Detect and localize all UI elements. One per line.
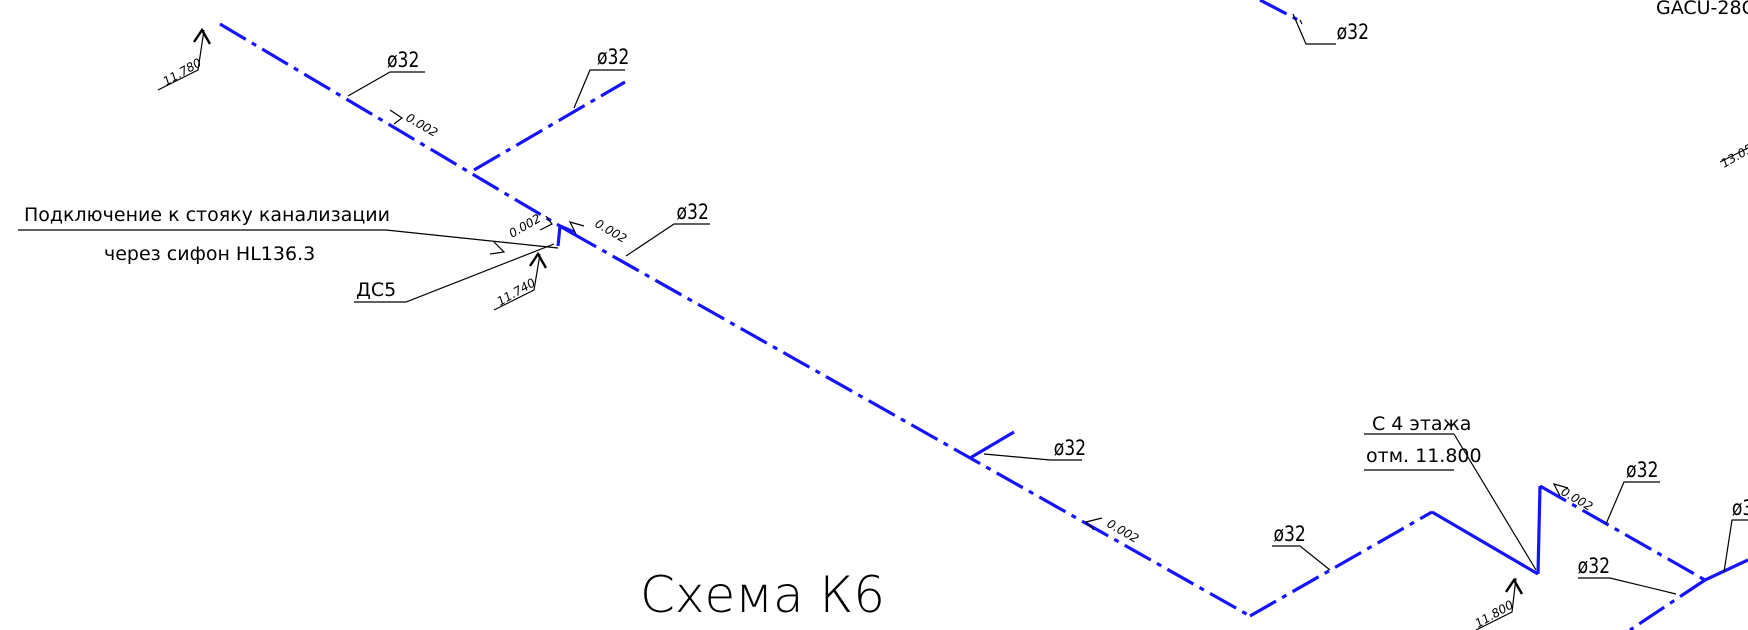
dia-label-8: ø32: [1578, 553, 1610, 578]
dia-label-3: ø32: [677, 199, 709, 224]
dia-leader-2: [573, 69, 625, 109]
connection-note-line2: через сифон HL136.3: [104, 243, 315, 265]
right-pipe: [1539, 484, 1706, 582]
riser-note-line2: отм. 11.800: [1366, 445, 1482, 467]
pipe-network: [219, 0, 1748, 630]
dia-label-4: ø32: [1054, 435, 1086, 460]
level-annotations: 11.780 11.740 11.800 13.050: [157, 27, 1748, 630]
diameter-annotations: ø32 ø32 ø32 ø32 ø32 ø32 ø32 ø32 ø3: [347, 13, 1748, 595]
dia-label-7: ø32: [1626, 457, 1658, 482]
main-pipe-lower: [569, 230, 1251, 618]
level-label-1: 11.780: [161, 55, 205, 88]
zigzag-pipe-fall: [1431, 510, 1539, 576]
dia-label-1: ø32: [387, 47, 419, 72]
connection-note-leader: [385, 229, 559, 249]
top-pipe-fragment: [1259, 0, 1303, 24]
right-pipe-lower: [1629, 578, 1706, 630]
dia-label-5: ø32: [1337, 19, 1369, 44]
fixture-stub: [969, 430, 1015, 460]
dia-leader-5: [1299, 19, 1303, 25]
slope-arrow-2: [539, 215, 553, 231]
slope-arrow-1: [389, 109, 404, 125]
slope-arrow-4: [1084, 517, 1103, 531]
slope-label-5: 0.002: [1559, 484, 1596, 513]
level-label-4: 13.050: [1719, 137, 1748, 170]
dia-leader-9: [1723, 519, 1748, 573]
connection-note-arrow: [489, 241, 506, 255]
dia-label-9: ø3: [1732, 495, 1748, 520]
riser-note-leader: [1453, 433, 1537, 571]
level-mark-1: 11.780: [157, 27, 212, 91]
dia-leader-5b: [1292, 13, 1336, 45]
main-pipe-upper: [219, 22, 571, 234]
slope-arrow-3: [568, 221, 585, 235]
dia-leader-6: [1272, 545, 1331, 571]
drawing-title: Схема К6: [640, 566, 885, 624]
slope-label-3: 0.002: [593, 216, 630, 245]
zigzag-pipe-rise: [1249, 510, 1433, 618]
device-label-group: ДС5: [354, 243, 555, 303]
right-edge-stub: [1704, 558, 1748, 582]
slope-label-2: 0.002: [507, 211, 544, 240]
dia-label-2: ø32: [597, 44, 629, 69]
device-label: ДС5: [356, 279, 396, 301]
level-label-2: 11.740: [495, 275, 539, 308]
siphon-connection: [556, 223, 575, 247]
slope-arrow-5: [1552, 483, 1569, 497]
slope-annotations: 0.002 0.002 0.002 0.002 0.002: [389, 109, 1596, 546]
corner-text: GACU-28C: [1656, 0, 1748, 19]
slope-label-4: 0.002: [1105, 516, 1142, 545]
level-mark-4: 13.050: [1719, 137, 1748, 171]
dia-leader-4: [983, 453, 1082, 461]
riser-note: С 4 этажа отм. 11.800: [1364, 413, 1537, 571]
connection-note: Подключение к стояку канализации через с…: [18, 204, 559, 265]
dia-leader-7: [1605, 481, 1660, 525]
level-mark-3: 11.800: [1473, 577, 1524, 630]
level-mark-2: 11.740: [493, 251, 548, 311]
dia-leader-1: [347, 71, 425, 97]
dia-leader-8: [1578, 577, 1677, 595]
connection-note-line1: Подключение к стояку канализации: [24, 204, 390, 226]
riser-pipe: [1536, 485, 1542, 575]
riser-note-line1: С 4 этажа: [1372, 413, 1471, 435]
branch-pipe: [473, 80, 626, 172]
dia-label-6: ø32: [1273, 521, 1305, 546]
dia-leader-3: [625, 223, 710, 257]
